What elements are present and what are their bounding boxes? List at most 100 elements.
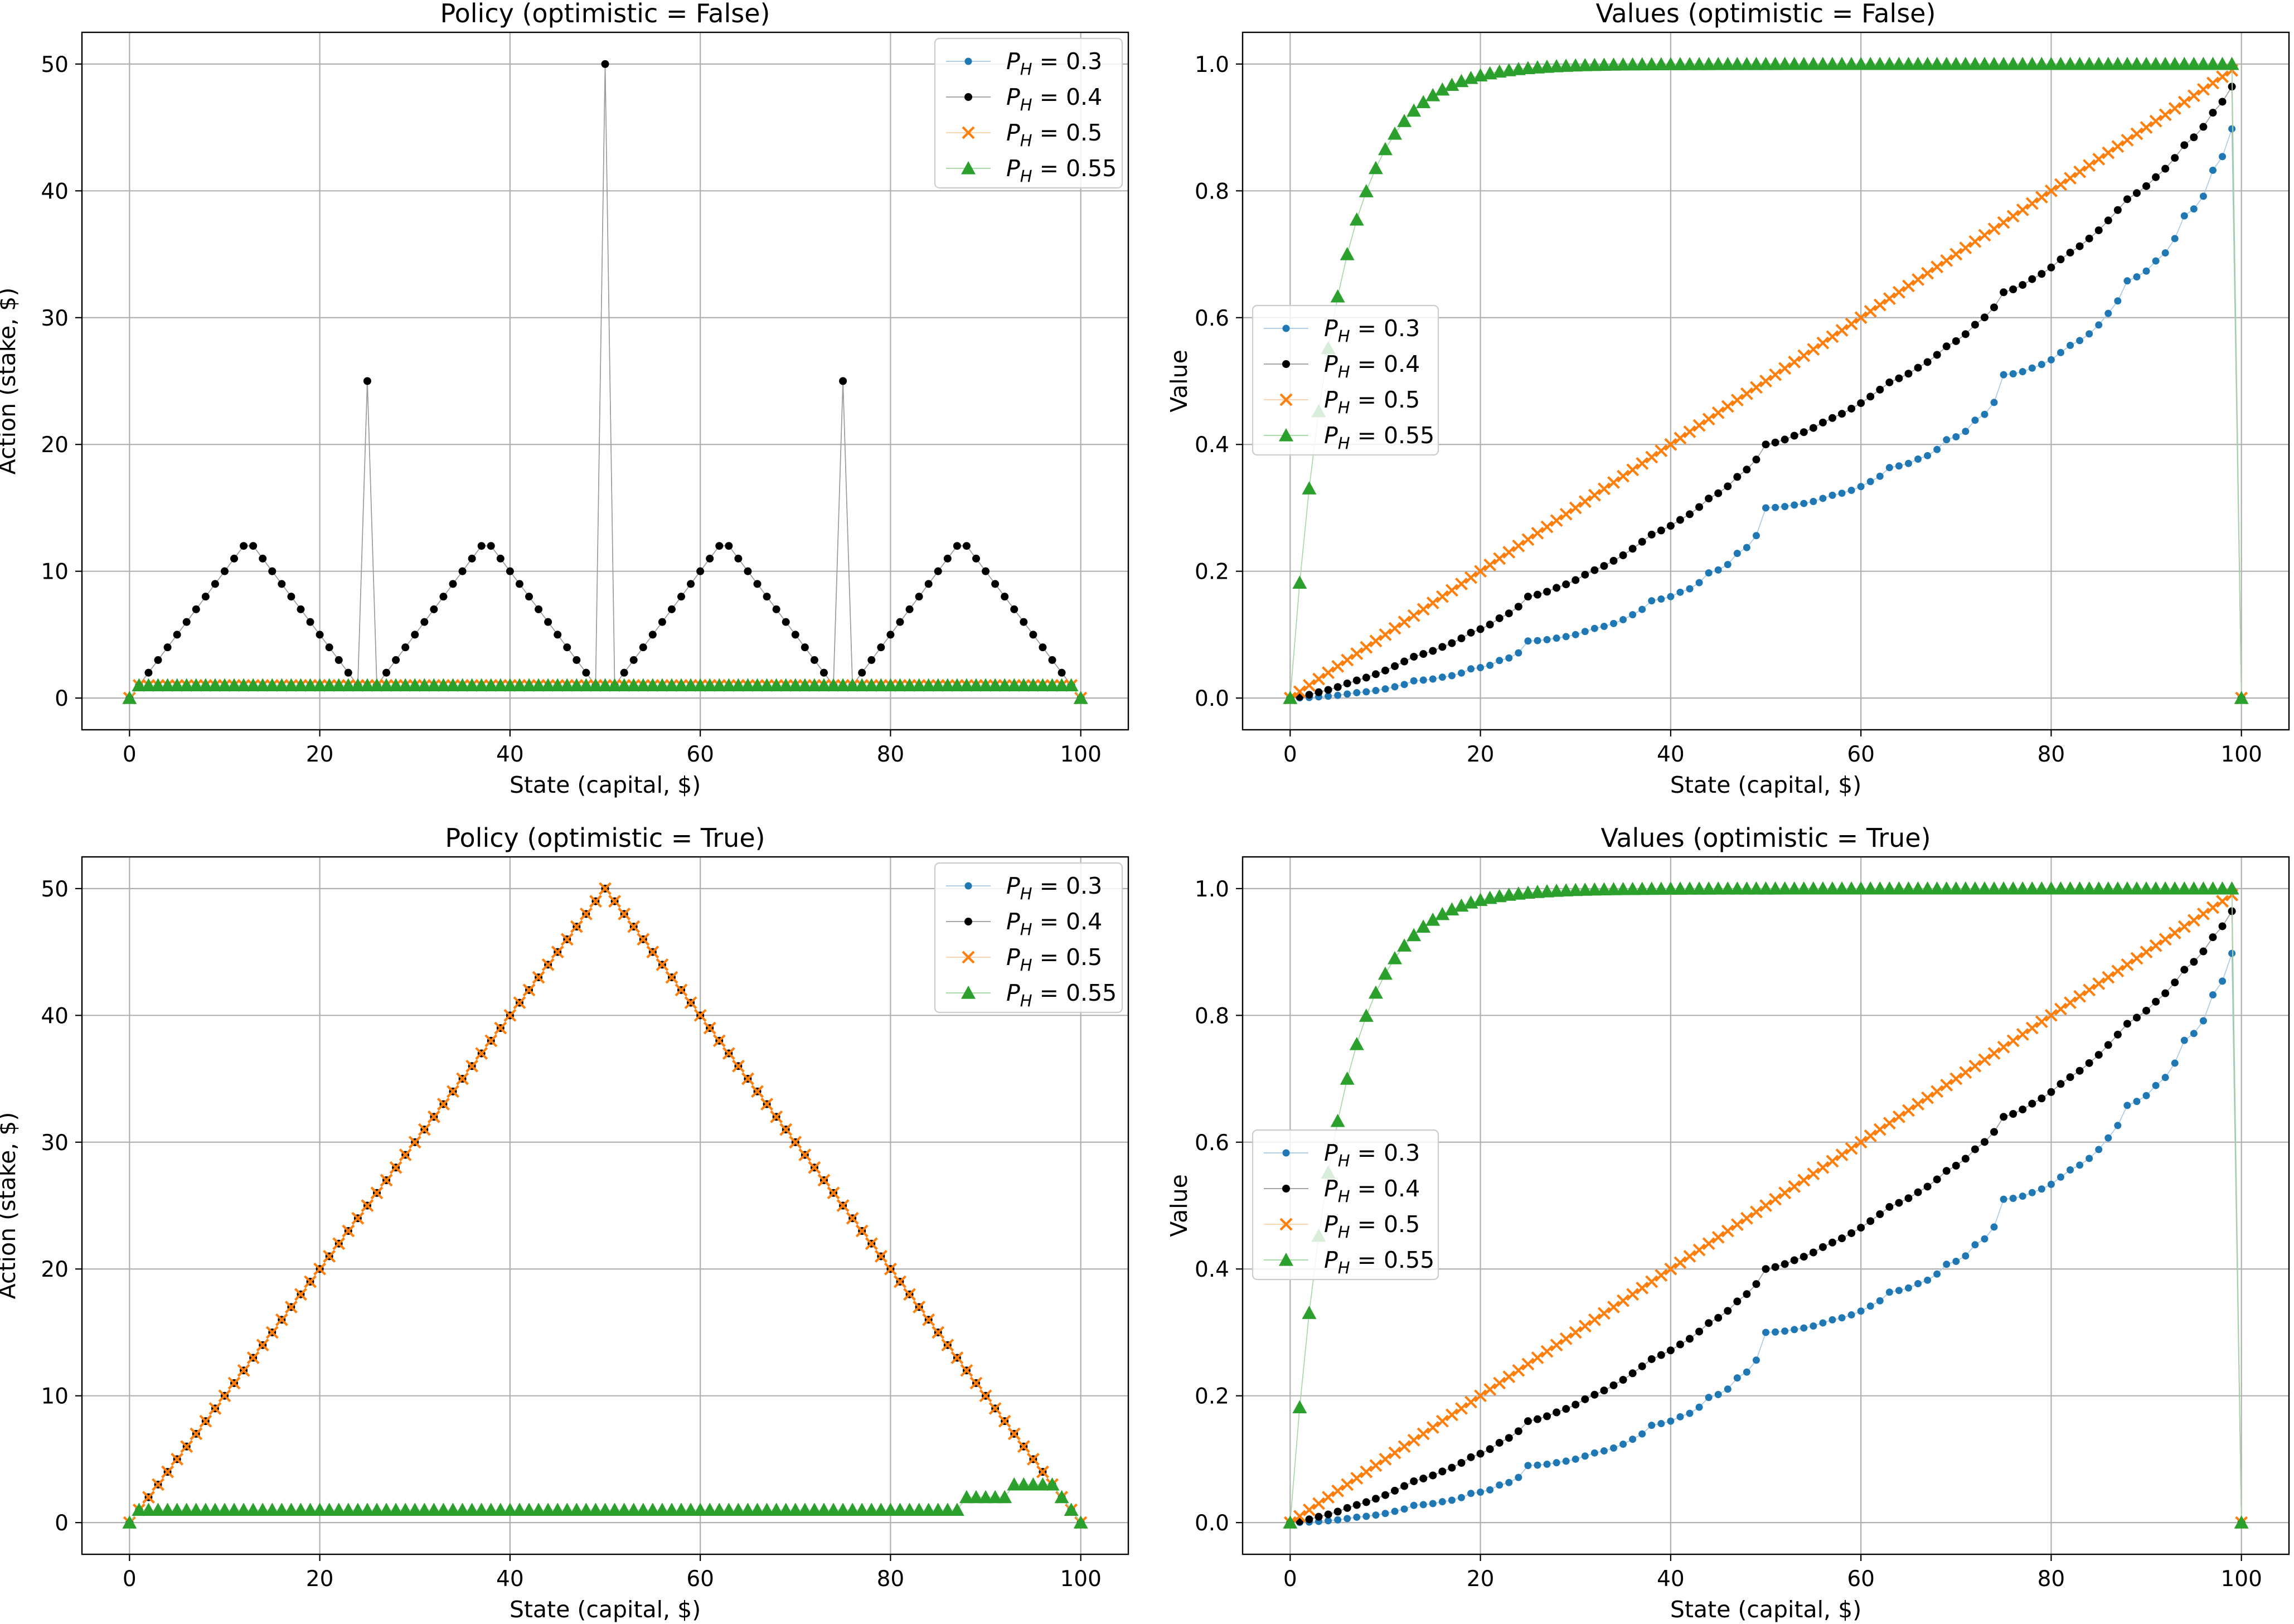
data-point [2177, 95, 2191, 109]
data-point [808, 1161, 821, 1174]
data-point [1980, 1138, 1989, 1146]
data-point [1540, 1345, 1554, 1358]
legend-label: PH = 0.4 [1006, 908, 1102, 939]
data-point [731, 1059, 745, 1073]
data-point [674, 1502, 689, 1516]
data-point [287, 593, 295, 601]
data-point [151, 1502, 166, 1516]
data-point [1762, 440, 1770, 449]
data-point [1400, 657, 1409, 666]
data-point [626, 678, 641, 692]
data-point [1714, 566, 1722, 574]
data-point [903, 1288, 916, 1301]
data-point [1429, 675, 1437, 683]
data-point [2148, 881, 2164, 895]
data-point [1617, 469, 1630, 483]
data-point [608, 895, 622, 908]
data-point [1676, 1413, 1684, 1421]
data-point [1705, 495, 1713, 503]
data-point [2190, 958, 2198, 966]
legend-box [1252, 1129, 1439, 1281]
data-point [2161, 164, 2170, 173]
data-point [1648, 1422, 1656, 1429]
legend-item-p03: PH = 0.3 [1264, 315, 1420, 346]
data-point [1692, 419, 1706, 432]
series-p03 [1286, 125, 2245, 702]
data-point [2091, 881, 2106, 895]
data-point [439, 593, 448, 601]
data-point [1739, 881, 1754, 895]
x-tick-label: 100 [2220, 1567, 2262, 1592]
y-tick-label: 0.4 [1195, 1257, 1229, 1282]
data-point [2190, 205, 2198, 213]
data-point [1929, 881, 1944, 895]
data-point [2038, 1185, 2045, 1193]
data-point [1636, 457, 1649, 470]
x-tick-label: 60 [686, 1567, 714, 1592]
data-point [1838, 489, 1846, 497]
data-point [782, 618, 790, 626]
data-point [988, 1490, 1003, 1504]
data-point [1600, 562, 1608, 570]
data-point [350, 678, 365, 692]
data-point [1968, 235, 1982, 248]
data-point [1334, 691, 1342, 699]
data-point [2067, 1166, 2074, 1174]
x-tick-label: 100 [2220, 742, 2262, 767]
data-point [487, 542, 495, 550]
data-point [173, 631, 181, 639]
data-point [1429, 647, 1437, 655]
data-point [230, 554, 239, 563]
data-point [1467, 1490, 1475, 1497]
data-point [2218, 922, 2227, 930]
data-point [1653, 57, 1669, 70]
data-point [2133, 1098, 2141, 1106]
data-point [1924, 452, 1932, 459]
data-point [1505, 654, 1513, 662]
data-point [236, 1502, 251, 1516]
data-point [1914, 455, 1922, 463]
data-point [579, 1502, 594, 1516]
data-point [1948, 56, 1963, 70]
data-point [2180, 966, 2189, 974]
data-point [1695, 1327, 1704, 1336]
data-point [2152, 997, 2160, 1006]
data-point [1667, 593, 1675, 600]
data-point [2064, 996, 2077, 1010]
data-point [1530, 885, 1545, 898]
data-point [1039, 643, 1047, 652]
data-point [1904, 1194, 1913, 1203]
data-point [1952, 1161, 1960, 1170]
data-point [122, 691, 137, 704]
legend-marker [962, 126, 975, 139]
data-point [1806, 881, 1821, 895]
data-point [322, 678, 337, 692]
legend-marker [1279, 393, 1293, 406]
data-point [341, 1502, 356, 1516]
data-point [1676, 588, 1684, 596]
data-point [1788, 355, 1801, 369]
series-p055 [122, 1477, 1088, 1529]
data-point [484, 1034, 498, 1048]
data-point [2158, 56, 2173, 70]
legend-label: PH = 0.3 [1324, 315, 1420, 346]
data-point [1502, 1370, 1516, 1384]
data-point [2206, 76, 2219, 90]
data-point [426, 1502, 442, 1516]
data-point [1553, 584, 1561, 592]
data-point [1543, 588, 1551, 596]
data-point [1743, 1368, 1750, 1376]
data-point [1978, 1053, 1991, 1066]
data-point [683, 1502, 699, 1516]
data-point [513, 996, 526, 1010]
data-point [541, 678, 556, 692]
data-point [1914, 1188, 1922, 1196]
data-point [1838, 1314, 1846, 1322]
data-point [2130, 952, 2143, 965]
data-point [874, 678, 889, 692]
data-point [1676, 516, 1684, 524]
legend-item-p055: PH = 0.55 [1264, 1247, 1434, 1277]
data-point [1740, 1211, 1753, 1225]
legend-marker [1282, 1185, 1290, 1192]
data-point [949, 678, 964, 692]
